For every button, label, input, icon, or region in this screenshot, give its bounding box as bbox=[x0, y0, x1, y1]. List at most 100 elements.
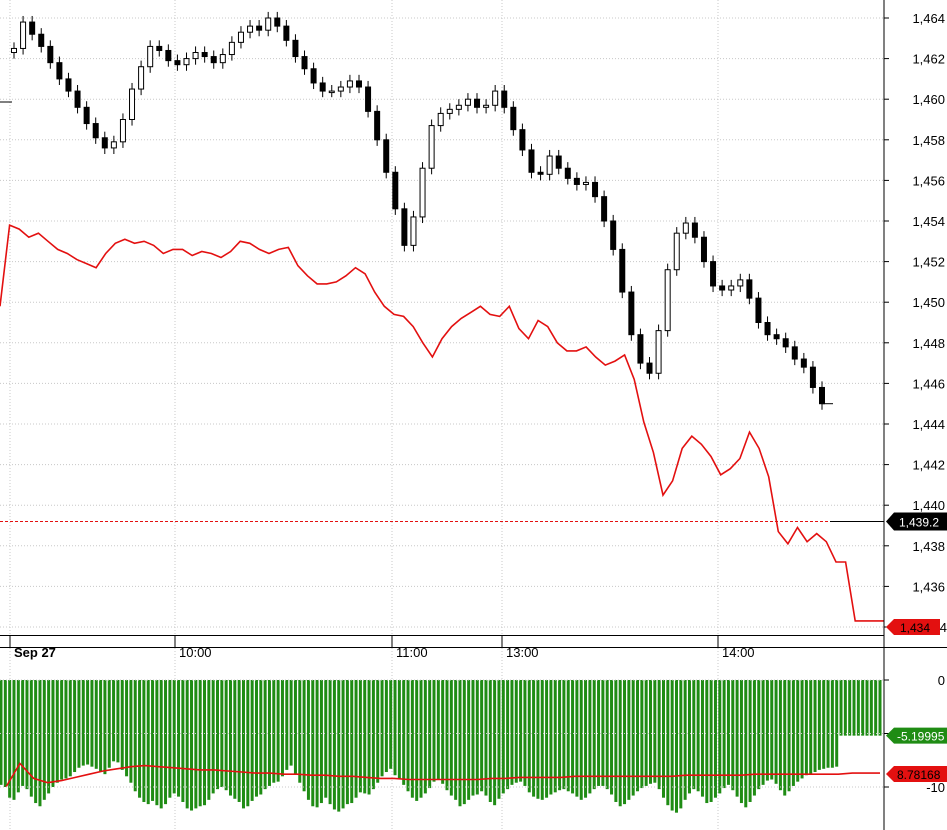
indicator-bar bbox=[605, 680, 609, 790]
indicator-bar bbox=[514, 680, 518, 783]
indicator-bar bbox=[107, 680, 111, 768]
candle-body bbox=[210, 56, 217, 64]
candle-body bbox=[819, 386, 825, 405]
indicator-bar bbox=[406, 680, 410, 792]
candle-body bbox=[119, 119, 126, 143]
indicator-bar bbox=[449, 680, 453, 796]
candle-body bbox=[392, 171, 399, 210]
candle-body bbox=[710, 261, 717, 287]
price-tick-label-partial: 4 bbox=[940, 620, 947, 635]
indicator-bars bbox=[0, 680, 882, 813]
time-tick-label: 10:00 bbox=[179, 645, 212, 660]
candle-body bbox=[192, 52, 199, 60]
indicator-bar bbox=[623, 680, 627, 805]
indicator-bar bbox=[692, 680, 696, 790]
price-tick-label: 1,442 bbox=[912, 458, 945, 473]
indicator-bar bbox=[584, 680, 588, 798]
candle-body bbox=[673, 232, 680, 271]
indicator-bar bbox=[38, 680, 42, 807]
candle-body bbox=[337, 86, 344, 92]
indicator-bar bbox=[549, 680, 553, 795]
candle-body bbox=[374, 110, 381, 141]
indicator-bar bbox=[60, 680, 64, 780]
indicator-bar bbox=[194, 680, 198, 809]
indicator-bar bbox=[328, 680, 332, 805]
indicator-bar bbox=[311, 680, 315, 807]
indicator-bar bbox=[181, 680, 185, 802]
indicator-bar bbox=[358, 680, 362, 793]
indicator-bar bbox=[709, 680, 713, 802]
candle-body bbox=[237, 31, 244, 43]
candle-body bbox=[601, 196, 608, 222]
indicator-bar bbox=[306, 680, 310, 800]
indicator-bar bbox=[324, 680, 328, 798]
indicator-bar bbox=[254, 680, 258, 797]
indicator-bar bbox=[172, 680, 176, 794]
indicator-bar bbox=[661, 680, 665, 798]
price-tick-label: 1,452 bbox=[912, 255, 945, 270]
candle-body bbox=[537, 171, 544, 175]
candle-body bbox=[728, 285, 735, 291]
indicator-bar bbox=[220, 680, 224, 787]
indicator-bar bbox=[497, 680, 501, 799]
indicator-bar bbox=[718, 680, 722, 794]
indicator-bar bbox=[614, 680, 618, 802]
indicator-tick-label: 0 bbox=[938, 673, 945, 688]
indicator-bar bbox=[402, 680, 406, 785]
indicator-bar bbox=[293, 680, 297, 775]
time-tick-label: 14:00 bbox=[722, 645, 755, 660]
candle-body bbox=[610, 220, 617, 250]
indicator-bar bbox=[787, 680, 791, 792]
indicator-bar bbox=[42, 680, 46, 800]
candle-body bbox=[809, 366, 816, 388]
price-tick-label: 1,462 bbox=[912, 52, 945, 67]
candle-body bbox=[682, 222, 689, 234]
indicator-bar bbox=[363, 680, 367, 794]
indicator-bar bbox=[151, 680, 155, 801]
indicator-bar bbox=[155, 680, 159, 806]
indicator-bar bbox=[800, 680, 804, 779]
candle-body bbox=[691, 222, 698, 238]
candle-body bbox=[519, 129, 526, 151]
indicator-bar bbox=[878, 680, 882, 736]
candle-body bbox=[800, 358, 807, 368]
candle-body bbox=[201, 52, 208, 58]
indicator-value-tag bbox=[886, 765, 947, 782]
indicator-bar bbox=[86, 680, 90, 765]
indicator-bar bbox=[458, 680, 462, 807]
indicator-bar bbox=[112, 680, 116, 762]
indicator-bar bbox=[445, 680, 449, 791]
indicator-bar bbox=[233, 680, 237, 799]
indicator-bar bbox=[90, 680, 94, 767]
indicator-bar bbox=[8, 680, 12, 798]
indicator-bar bbox=[276, 680, 280, 782]
indicator-bar bbox=[484, 680, 488, 796]
indicator-bar bbox=[791, 680, 795, 786]
candle-body bbox=[328, 90, 335, 94]
indicator-bar bbox=[21, 680, 25, 786]
candle-body bbox=[592, 181, 599, 198]
indicator-bar bbox=[670, 680, 674, 811]
indicator-bar bbox=[51, 680, 55, 787]
candle-body bbox=[129, 88, 136, 121]
indicator-bar bbox=[636, 680, 640, 792]
indicator-bar bbox=[830, 680, 834, 768]
time-tick-label: 13:00 bbox=[506, 645, 539, 660]
indicator-bar bbox=[159, 680, 163, 809]
indicator-bar bbox=[610, 680, 614, 795]
indicator-bar bbox=[839, 680, 843, 736]
indicator-bar bbox=[428, 680, 432, 789]
red-series-line bbox=[0, 223, 884, 622]
indicator-bar bbox=[81, 680, 85, 766]
price-tick-label: 1,448 bbox=[912, 336, 945, 351]
indicator-bar bbox=[778, 680, 782, 791]
candle-body bbox=[628, 291, 635, 336]
candle-body bbox=[501, 90, 508, 108]
candle-body bbox=[56, 62, 63, 80]
indicator-bar bbox=[757, 680, 761, 790]
indicator-bar bbox=[874, 680, 878, 736]
indicator-bar bbox=[436, 680, 440, 780]
indicator-bar bbox=[384, 680, 388, 773]
indicator-line bbox=[5, 762, 880, 788]
